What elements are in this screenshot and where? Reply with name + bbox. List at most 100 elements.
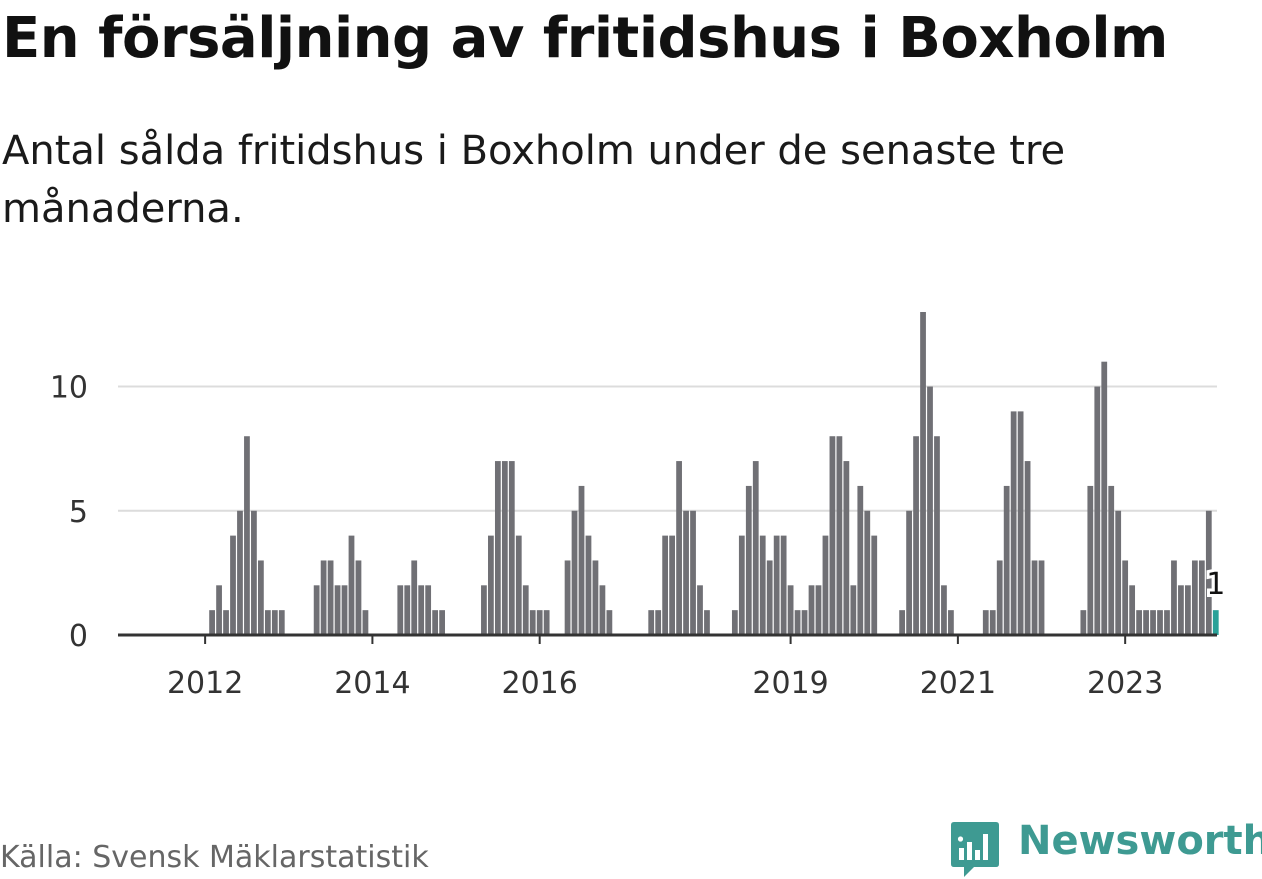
bar xyxy=(906,510,912,635)
bar xyxy=(941,585,947,635)
bar xyxy=(536,610,543,635)
bar xyxy=(669,535,675,635)
bar xyxy=(1094,386,1101,635)
bar xyxy=(313,585,320,635)
bar xyxy=(1143,610,1149,635)
bar xyxy=(258,560,264,635)
bar xyxy=(237,510,243,635)
bar xyxy=(606,610,613,635)
bar xyxy=(1185,585,1191,635)
bar xyxy=(244,436,250,635)
bar xyxy=(529,610,536,635)
bar xyxy=(341,585,348,635)
bar xyxy=(397,585,404,635)
bar xyxy=(815,585,822,635)
bar xyxy=(759,535,766,635)
bar xyxy=(1038,560,1045,635)
x-tick-label: 2023 xyxy=(1087,666,1163,701)
bar xyxy=(481,585,487,635)
bar xyxy=(571,510,578,635)
bar xyxy=(864,510,871,635)
bar xyxy=(564,560,571,635)
bar xyxy=(794,610,801,635)
x-tick-label: 2016 xyxy=(502,666,578,701)
chart-subtitle: Antal sålda fritidshus i Boxholm under d… xyxy=(2,128,1066,232)
bar xyxy=(1157,610,1163,635)
bar xyxy=(857,485,864,635)
source-note: Källa: Svensk Mäklarstatistik xyxy=(0,840,429,875)
x-tick-label: 2014 xyxy=(334,666,410,701)
bar xyxy=(578,485,585,635)
bar xyxy=(1205,510,1212,635)
y-tick-label: 5 xyxy=(69,495,88,530)
bar xyxy=(1101,361,1108,635)
bar xyxy=(989,610,996,635)
x-tick-label: 2021 xyxy=(920,666,996,701)
bar xyxy=(230,535,236,635)
bar xyxy=(1024,461,1031,635)
bar xyxy=(1087,485,1094,635)
bar xyxy=(1108,485,1115,635)
bar xyxy=(348,535,355,635)
bar xyxy=(836,436,843,635)
bar xyxy=(264,610,271,635)
bar xyxy=(1198,560,1205,635)
bar xyxy=(585,535,592,635)
bar xyxy=(251,510,257,635)
bar xyxy=(1191,560,1198,635)
bar xyxy=(822,535,829,635)
bar xyxy=(1031,560,1038,635)
bar xyxy=(1171,560,1177,635)
bar xyxy=(662,535,669,635)
y-tick-label: 0 xyxy=(69,619,88,654)
bar xyxy=(271,610,278,635)
bar xyxy=(850,585,857,635)
bar xyxy=(1150,610,1156,635)
bar xyxy=(927,386,933,635)
bar xyxy=(488,535,494,635)
bar xyxy=(522,585,529,635)
logo-wordmark: Newsworthy xyxy=(1018,818,1262,864)
bar xyxy=(934,436,940,635)
bar xyxy=(1080,610,1087,635)
bar xyxy=(1003,485,1010,635)
bar xyxy=(780,535,787,635)
bar xyxy=(439,610,445,635)
highlight-data-label: 1 xyxy=(1206,567,1225,602)
bar xyxy=(697,585,703,635)
newsworthy-logo-icon xyxy=(951,822,999,877)
y-tick-label: 10 xyxy=(50,371,88,406)
bar xyxy=(1017,411,1024,635)
bar xyxy=(494,461,501,635)
bar xyxy=(334,585,341,635)
bar-highlighted xyxy=(1212,610,1219,635)
bar xyxy=(787,585,794,635)
bar xyxy=(801,610,808,635)
bar xyxy=(766,560,773,635)
bar xyxy=(871,535,878,635)
bar xyxy=(996,560,1003,635)
x-tick-label: 2012 xyxy=(167,666,243,701)
bar xyxy=(320,560,327,635)
bar xyxy=(843,461,850,635)
bar xyxy=(209,610,215,635)
bar xyxy=(752,461,759,635)
bar xyxy=(948,610,954,635)
bar xyxy=(1164,610,1170,635)
bar xyxy=(920,312,926,635)
bar xyxy=(1178,585,1184,635)
bar xyxy=(501,461,508,635)
bar xyxy=(599,585,606,635)
bar xyxy=(982,610,989,635)
bar xyxy=(683,510,689,635)
bar xyxy=(1129,585,1136,635)
bar xyxy=(1010,411,1017,635)
x-tick-label: 2019 xyxy=(752,666,828,701)
bar xyxy=(1115,510,1122,635)
bar xyxy=(327,560,334,635)
bar xyxy=(355,560,362,635)
bar xyxy=(404,585,411,635)
bar-chart: 0 5 10 2012 2014 2016 2019 2021 2023 1 xyxy=(49,312,1226,701)
bar xyxy=(411,560,418,635)
bar xyxy=(418,585,425,635)
